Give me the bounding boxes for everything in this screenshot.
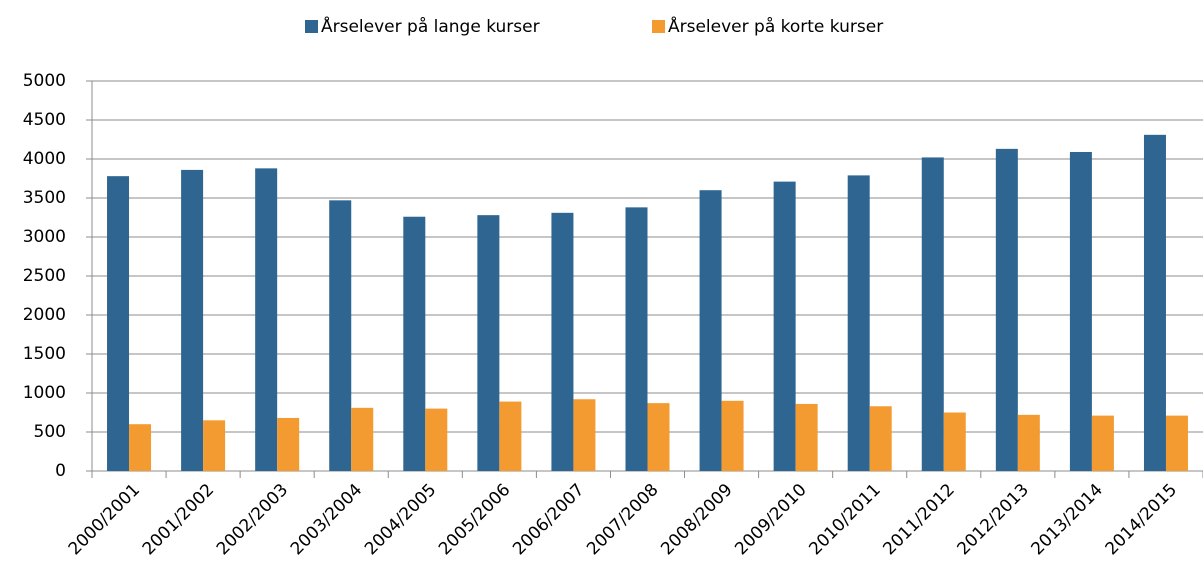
bar: [773, 181, 796, 471]
y-tick-label: 5000: [23, 71, 66, 91]
bar: [699, 190, 722, 471]
y-tick-label: 0: [55, 461, 66, 481]
bar: [921, 157, 944, 471]
bar: [403, 216, 426, 471]
x-tick-label: 2005/2006: [435, 480, 514, 559]
bar: [721, 400, 744, 471]
bar: [425, 408, 448, 471]
x-tick-label: 2000/2001: [65, 480, 144, 559]
x-tick-label: 2011/2012: [879, 480, 958, 559]
x-tick-label: 2006/2007: [509, 480, 588, 559]
bar: [351, 407, 374, 471]
x-tick-label: 2002/2003: [213, 480, 292, 559]
legend-label: Årselever på lange kurser: [321, 15, 540, 37]
bar: [1143, 134, 1166, 471]
x-tick-label: 2014/2015: [1102, 480, 1181, 559]
bar: [277, 417, 300, 471]
bar: [1091, 415, 1114, 471]
x-tick-label: 2013/2014: [1028, 480, 1107, 559]
bar: [1069, 151, 1092, 472]
bar: [1165, 415, 1188, 471]
y-tick-label: 2000: [23, 305, 66, 325]
bar: [1017, 414, 1040, 471]
bar: [647, 403, 670, 471]
x-tick-label: 2004/2005: [361, 480, 440, 559]
y-tick-label: 1500: [23, 344, 66, 364]
bar: [329, 200, 352, 471]
y-tick-label: 4000: [23, 149, 66, 169]
bar: [869, 406, 892, 471]
y-tick-label: 2500: [23, 266, 66, 286]
legend-label: Årselever på korte kurser: [668, 15, 883, 37]
y-tick-label: 4500: [23, 110, 66, 130]
legend-swatch: [652, 20, 665, 33]
bar: [203, 420, 226, 471]
bar: [255, 168, 278, 472]
y-tick-label: 1000: [23, 383, 66, 403]
bar: [573, 399, 596, 471]
bar: [477, 215, 500, 471]
bar: [625, 207, 648, 472]
bar: [499, 401, 522, 471]
bar: [795, 403, 818, 471]
y-tick-label: 3000: [23, 227, 66, 247]
legend-swatch: [305, 20, 318, 33]
bar: [551, 212, 574, 471]
x-tick-label: 2009/2010: [731, 480, 810, 559]
x-tick-label: 2003/2004: [287, 480, 366, 559]
bar: [129, 424, 152, 471]
bar: [107, 176, 130, 471]
y-tick-label: 3500: [23, 188, 66, 208]
x-tick-label: 2012/2013: [954, 480, 1033, 559]
x-tick-label: 2007/2008: [583, 480, 662, 559]
bar: [847, 175, 870, 471]
x-tick-label: 2001/2002: [139, 480, 218, 559]
y-tick-label: 500: [34, 422, 66, 442]
x-tick-label: 2008/2009: [657, 480, 736, 559]
bar: [995, 148, 1018, 472]
bar: [181, 169, 204, 472]
x-tick-label: 2010/2011: [805, 480, 884, 559]
bar: [943, 412, 966, 471]
